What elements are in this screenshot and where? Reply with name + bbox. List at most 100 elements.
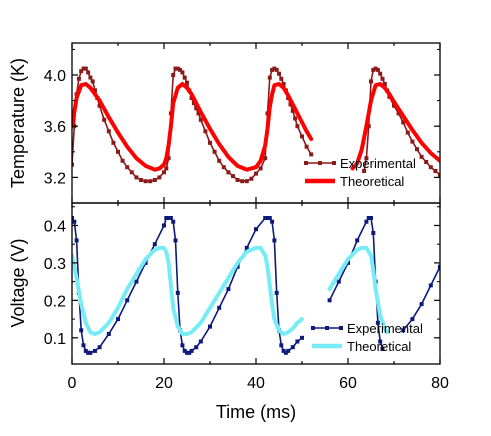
data-point [111, 140, 116, 145]
experimental-series-line [72, 217, 303, 354]
data-point [125, 298, 130, 303]
data-point [263, 156, 268, 161]
data-point [290, 108, 295, 113]
data-point [382, 82, 387, 86]
data-point [279, 343, 284, 348]
data-point [327, 298, 332, 303]
data-point [272, 238, 277, 243]
data-point [290, 345, 295, 350]
data-point [185, 350, 189, 355]
data-point [270, 67, 275, 72]
data-point [162, 170, 166, 175]
data-point [152, 242, 157, 247]
data-point [235, 178, 240, 182]
x-axis-title: Time (ms) [216, 402, 296, 422]
data-point [166, 216, 171, 220]
data-point [336, 279, 341, 284]
data-point [175, 290, 180, 295]
data-point [428, 165, 433, 170]
data-point [79, 328, 84, 333]
data-point [194, 345, 199, 350]
data-point [164, 216, 169, 220]
data-point [208, 324, 212, 329]
y-axis-title: Temperature (K) [8, 58, 28, 188]
data-point [373, 66, 378, 71]
data-point [244, 179, 249, 184]
data-point [254, 227, 258, 232]
legend-marker [339, 326, 343, 330]
y-tick-label: 0.1 [44, 331, 66, 348]
data-point [231, 174, 235, 179]
data-point [380, 347, 385, 351]
data-point [83, 66, 88, 71]
data-point [274, 290, 279, 295]
data-point [364, 156, 369, 161]
data-point [72, 162, 74, 167]
data-point [309, 152, 314, 157]
plot-area [72, 216, 440, 355]
data-point [166, 156, 171, 161]
data-point [438, 172, 440, 177]
data-point [143, 179, 148, 184]
data-point [125, 165, 130, 170]
y-tick-label: 4.0 [44, 68, 66, 85]
data-point [162, 223, 166, 228]
data-point [116, 317, 120, 322]
data-point [182, 75, 187, 80]
data-point [198, 339, 203, 344]
voltage-panel: 0.1 0.2 0.3 0.4 0 20 40 60 80 Voltage (V) Experime… [8, 202, 449, 392]
x-tick-label: 80 [431, 375, 449, 392]
data-point [217, 305, 222, 310]
data-point [286, 348, 291, 353]
data-point [433, 169, 438, 173]
data-point [88, 350, 93, 355]
data-point [419, 154, 424, 159]
data-point [366, 124, 371, 129]
data-point [226, 287, 231, 292]
data-point [295, 339, 300, 344]
data-point [106, 129, 111, 134]
legend: Experimental Theoretical [311, 321, 423, 354]
data-point [378, 71, 383, 76]
data-point [76, 76, 81, 81]
data-point [189, 348, 194, 353]
data-point [221, 165, 226, 170]
data-point [378, 339, 383, 344]
data-point [148, 179, 153, 184]
data-point [83, 348, 88, 353]
data-point [283, 350, 288, 355]
data-point [180, 343, 185, 348]
data-point [168, 216, 173, 220]
data-point [267, 75, 272, 80]
data-point [392, 103, 396, 108]
data-point [185, 80, 189, 85]
data-point [410, 139, 415, 144]
data-point [171, 219, 176, 224]
theoretical-series-line [72, 245, 304, 336]
data-point [267, 216, 272, 220]
data-point [375, 67, 380, 72]
data-point [244, 245, 249, 250]
data-point [175, 66, 180, 71]
data-point [106, 332, 111, 336]
data-point [102, 117, 107, 122]
data-point [97, 345, 102, 350]
legend-label: Theoretical [347, 339, 411, 354]
data-point [178, 67, 183, 72]
data-point [410, 317, 415, 322]
plot-area [72, 66, 440, 184]
data-point [438, 264, 440, 269]
legend-marker [311, 326, 315, 330]
data-point [371, 231, 376, 235]
y-tick-label: 0.2 [44, 293, 66, 310]
data-point [265, 216, 270, 220]
data-point [355, 238, 360, 243]
data-point [152, 178, 157, 182]
legend-marker [332, 161, 336, 165]
y-tick-label: 0.3 [44, 256, 66, 273]
temperature-panel: 3.2 3.6 4.0 Temperature (K) Experimental Theo… [8, 42, 441, 204]
data-point [217, 158, 222, 163]
data-point [97, 103, 102, 108]
data-point [293, 116, 298, 121]
